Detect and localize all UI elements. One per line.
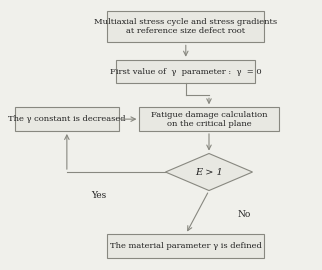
Text: The γ constant is decreased: The γ constant is decreased [8, 115, 126, 123]
FancyBboxPatch shape [14, 107, 119, 131]
Text: Multiaxial stress cycle and stress gradients
at reference size defect root: Multiaxial stress cycle and stress gradi… [94, 18, 277, 35]
Text: First value of  γ  parameter :  γ  = 0: First value of γ parameter : γ = 0 [110, 68, 261, 76]
Text: Yes: Yes [91, 191, 106, 200]
Text: The material parameter γ is defined: The material parameter γ is defined [110, 242, 262, 250]
FancyBboxPatch shape [108, 234, 264, 258]
Text: E > 1: E > 1 [195, 167, 223, 177]
Text: No: No [237, 210, 251, 219]
FancyBboxPatch shape [108, 11, 264, 42]
Text: Fatigue damage calculation
on the critical plane: Fatigue damage calculation on the critic… [151, 110, 267, 128]
FancyBboxPatch shape [116, 60, 255, 83]
Polygon shape [166, 154, 252, 191]
FancyBboxPatch shape [139, 107, 279, 131]
